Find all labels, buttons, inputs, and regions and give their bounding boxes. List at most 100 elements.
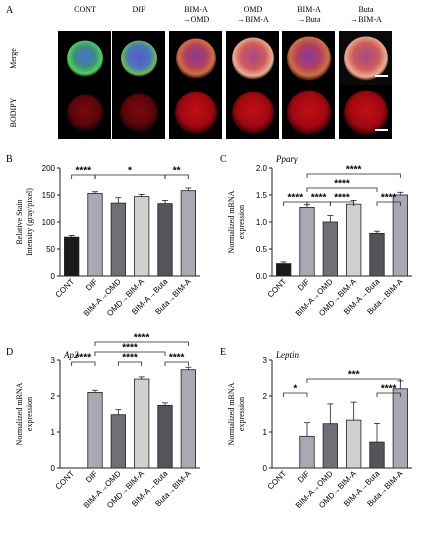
spheroid — [121, 40, 157, 77]
y-tick-label: 1.0 — [256, 218, 268, 227]
y-tick-label: 2.0 — [256, 164, 268, 173]
chart-panel-b: B 0 50 100 150 200 Relative Stain Intensity (gr… — [6, 154, 200, 318]
column-header: OMD — [244, 5, 263, 14]
y-axis-label: expression — [237, 397, 246, 431]
chart-panel-c: C Pparγ 0.0 0.5 1.0 1.5 2.0 Normalized mRNA expr… — [220, 154, 412, 318]
significance-bracket — [376, 392, 401, 397]
significance-label: **** — [76, 353, 92, 364]
significance-label: **** — [346, 165, 362, 176]
x-tick-label: CONT — [54, 277, 76, 299]
significance-label: **** — [134, 333, 150, 344]
significance-label: *** — [348, 370, 360, 381]
significance-bracket — [164, 361, 189, 366]
significance-bracket — [306, 173, 401, 178]
spheroid — [344, 36, 388, 81]
column-header: CONT — [74, 5, 96, 14]
y-axis-label: Normalized mRNA — [15, 382, 24, 445]
significance-bracket — [71, 361, 96, 366]
spheroid — [287, 90, 331, 135]
x-tick-label: DIF — [296, 469, 312, 485]
panel-a: A CONT DIF BIM-A→OMDOMD→BIM-ABIM-A→ButaButa… — [6, 5, 392, 139]
bar — [299, 207, 315, 277]
bar — [346, 203, 362, 277]
significance-label: **** — [381, 384, 397, 395]
spheroid — [120, 93, 158, 132]
significance-bracket — [117, 361, 143, 366]
y-tick-label: 50 — [46, 245, 55, 254]
y-tick-label: 0 — [51, 272, 56, 281]
row-label: BODIPY — [9, 97, 18, 127]
significance-bracket — [94, 341, 189, 346]
x-tick-label: CONT — [266, 277, 288, 299]
significance-bracket — [94, 351, 166, 356]
bar — [392, 194, 408, 277]
panel-letter: E — [220, 347, 226, 358]
y-axis-label: expression — [25, 397, 34, 431]
y-axis-label: Relative Stain — [15, 199, 24, 244]
significance-label: **** — [122, 353, 138, 364]
column-header: Buta — [358, 5, 374, 14]
spheroid — [232, 37, 274, 80]
significance-bracket — [306, 378, 401, 383]
bar — [299, 435, 315, 469]
y-tick-label: 1 — [51, 428, 56, 437]
x-tick-label: DIF — [84, 277, 100, 293]
column-header: BIM-A — [297, 5, 321, 14]
column-header: DIF — [133, 5, 146, 14]
significance-label: **** — [311, 193, 327, 204]
spheroid — [287, 36, 331, 81]
significance-bracket — [306, 187, 378, 192]
y-axis-label: Intensity (gray/pixel) — [25, 188, 34, 256]
chart-title: Pparγ — [275, 154, 298, 164]
significance-bracket — [283, 392, 308, 397]
chart-panel-d: D Ap2 0 1 2 3 Normalized mRNA expression CONT DIF… — [6, 333, 200, 510]
row-label: Merge — [9, 48, 18, 69]
column-header: →BIM-A — [237, 15, 269, 24]
spheroid — [176, 38, 216, 79]
x-tick-label: DIF — [296, 277, 312, 293]
bar — [157, 203, 173, 277]
significance-label: * — [128, 166, 132, 177]
y-tick-label: 200 — [42, 164, 56, 173]
spheroid — [175, 91, 217, 134]
panel-letter: D — [6, 347, 13, 358]
chart-title: Ap2 — [63, 350, 79, 360]
column-header: →BIM-A — [350, 15, 382, 24]
significance-bracket — [164, 174, 189, 179]
bar — [110, 202, 126, 277]
column-header: →Buta — [297, 15, 321, 24]
y-tick-label: 1 — [263, 428, 268, 437]
x-tick-label: DIF — [84, 469, 100, 485]
significance-label: **** — [288, 193, 304, 204]
y-tick-label: 150 — [42, 191, 56, 200]
y-axis-label: Normalized mRNA — [227, 190, 236, 253]
spheroid — [67, 40, 103, 77]
bar — [134, 196, 150, 277]
y-tick-label: 2 — [51, 392, 56, 401]
y-axis-label: expression — [237, 205, 246, 239]
significance-label: **** — [334, 193, 350, 204]
bar — [110, 414, 126, 469]
x-tick-label: CONT — [266, 469, 288, 491]
column-header: BIM-A — [184, 5, 208, 14]
y-tick-label: 3 — [51, 356, 56, 365]
column-header: →OMD — [183, 15, 210, 24]
y-tick-label: 0 — [51, 464, 56, 473]
y-tick-label: 1.5 — [256, 191, 268, 200]
y-axis-label: Normalized mRNA — [227, 382, 236, 445]
panel-letter: B — [6, 154, 13, 165]
significance-label: **** — [334, 179, 350, 190]
chart-panel-e: E Leptin 0 1 2 3 Normalized mRNA expression CONT… — [220, 347, 412, 510]
bar — [322, 221, 338, 277]
bar — [87, 391, 103, 469]
bar — [369, 232, 385, 277]
bar — [87, 192, 103, 277]
significance-label: **** — [122, 343, 138, 354]
bar — [180, 369, 196, 469]
spheroid — [67, 94, 103, 131]
bar — [369, 441, 385, 469]
significance-label: **** — [169, 353, 185, 364]
significance-label: **** — [381, 193, 397, 204]
significance-bracket — [376, 201, 401, 206]
